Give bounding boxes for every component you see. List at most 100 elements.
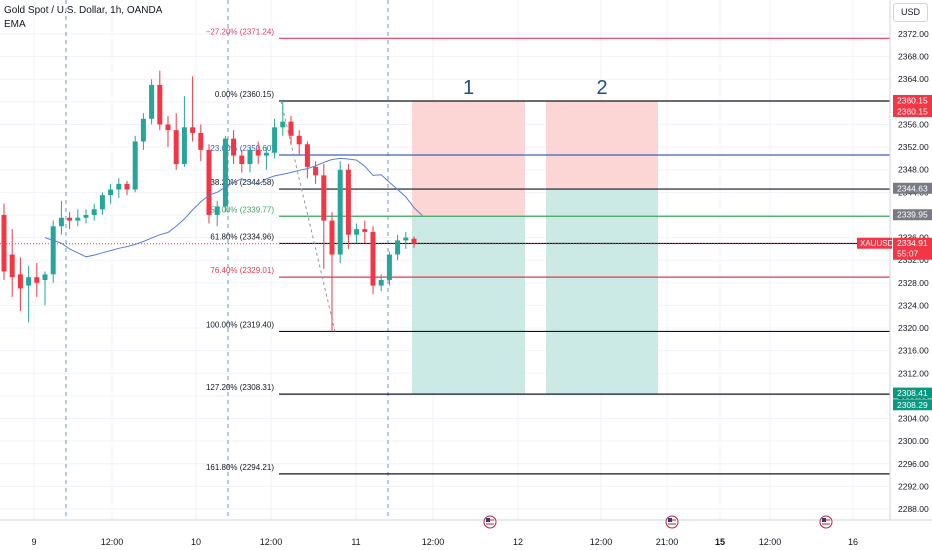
price-axis[interactable]: 2372.002368.002364.002360.002356.002352.… (889, 0, 929, 520)
candle-body (140, 118, 146, 142)
candle-body (247, 149, 253, 165)
flag-canton (668, 518, 672, 522)
fib-level-label: 76.40% (2329.01) (210, 266, 274, 275)
ema-polyline (44, 157, 423, 258)
fib-level-label: 23.60% (2350.60) (210, 144, 274, 153)
time-axis[interactable]: 9 12:00 10 12:00 11 12:00 12 12:00 21:00 15 12:00 1… (0, 515, 932, 547)
x-tick-label: 12:00 (759, 537, 782, 547)
candle-body (91, 209, 97, 215)
x-tick-label: 12:00 (422, 537, 445, 547)
us-flag-icon[interactable] (819, 515, 833, 529)
candle-body (1, 214, 7, 272)
candle-body (42, 274, 48, 280)
candle-body (231, 138, 237, 156)
position-stop-zone (412, 101, 525, 217)
candle-body (239, 155, 245, 165)
y-tick-label: 2336.00 (898, 233, 929, 243)
x-tick-label: 12 (513, 537, 523, 547)
symbol-title[interactable]: Gold Spot / U.S. Dollar, 1h, OANDA (4, 5, 163, 16)
candle-body (173, 130, 179, 165)
candle-body (9, 254, 15, 278)
price-badge-text: 2360.15 (897, 107, 928, 117)
candle-body (403, 237, 409, 241)
y-tick-label: 2348.00 (898, 165, 929, 175)
candle-body (378, 279, 384, 286)
y-tick-label: 2328.00 (898, 278, 929, 288)
y-tick-label: 2356.00 (898, 119, 929, 129)
y-tick-label: 2352.00 (898, 142, 929, 152)
fib-level-label: 38.20% (2344.58) (210, 178, 274, 187)
price-badge-text: 2360.15 (897, 96, 928, 106)
us-flag-icon[interactable] (483, 515, 497, 529)
last-price-text: 2334.91 (897, 238, 928, 248)
symbol-badge (857, 237, 892, 249)
candle-body (321, 175, 327, 221)
fib-level-label: 127.20% (2308.31) (206, 383, 274, 392)
price-badge-text: 2344.63 (897, 183, 928, 193)
fib-level-label: 161.80% (2294.21) (206, 463, 274, 472)
position-target-zone (546, 189, 658, 395)
currency-button[interactable]: USD (893, 3, 928, 22)
price-badge (893, 106, 932, 118)
price-badge-text: 2308.29 (897, 400, 928, 410)
candle-body (362, 229, 368, 232)
countdown-text: 55:07 (897, 249, 919, 259)
fibonacci-retracement[interactable]: −27.20% (2371.24) 0.00% (2360.15) 23.60% (… (0, 27, 890, 475)
candle-body (222, 138, 228, 207)
candle-body (263, 152, 269, 156)
price-badge (893, 95, 932, 107)
x-tick-label: 12:00 (260, 537, 283, 547)
candle-body (304, 144, 310, 167)
candle-body (354, 229, 360, 235)
candle-body (280, 121, 286, 128)
y-tick-label: 2332.00 (898, 255, 929, 265)
fib-level-label: 61.80% (2334.96) (210, 232, 274, 241)
candle-body (313, 166, 319, 176)
candle-body (370, 231, 376, 286)
x-tick-label: 9 (31, 537, 36, 547)
fib-level-label: 50.00% (2339.77) (210, 205, 274, 214)
price-badge (893, 209, 932, 221)
candle-body (58, 217, 64, 227)
candle-body (149, 84, 155, 119)
y-tick-label: 2324.00 (898, 300, 929, 310)
y-tick-label: 2292.00 (898, 481, 929, 491)
candle-body (83, 214, 89, 218)
position-target-zone (412, 216, 525, 395)
candle-body (116, 183, 122, 190)
position-stop-zone (546, 101, 658, 190)
fib-level-label: 0.00% (2360.15) (215, 90, 274, 99)
indicator-label[interactable]: EMA (4, 19, 26, 30)
x-tick-label: 16 (848, 537, 858, 547)
candle-body (395, 240, 401, 255)
candle-body (99, 195, 105, 210)
candle-body (296, 135, 302, 145)
candle-body (181, 127, 187, 165)
candle-body (198, 132, 204, 150)
us-flag-icon[interactable] (665, 515, 679, 529)
y-tick-label: 2288.00 (898, 504, 929, 514)
fib-level-label: −27.20% (2371.24) (206, 27, 275, 36)
candle-body (75, 217, 81, 221)
y-tick-label: 2320.00 (898, 323, 929, 333)
candle-body (337, 169, 343, 255)
y-tick-label: 2304.00 (898, 414, 929, 424)
position-label: 2 (596, 77, 607, 99)
candle-body (34, 277, 40, 283)
y-tick-label: 2364.00 (898, 74, 929, 84)
y-tick-label: 2316.00 (898, 346, 929, 356)
candlestick-series (1, 70, 417, 332)
candle-body (255, 149, 261, 156)
candle-body (272, 127, 278, 153)
price-badge (893, 182, 932, 194)
price-badge-text: 2339.95 (897, 210, 928, 220)
y-tick-label: 2300.00 (898, 436, 929, 446)
candle-body (165, 124, 171, 131)
candle-body (50, 226, 56, 275)
flag-canton (486, 518, 490, 522)
candle-body (386, 254, 392, 280)
candle-body (67, 217, 73, 221)
